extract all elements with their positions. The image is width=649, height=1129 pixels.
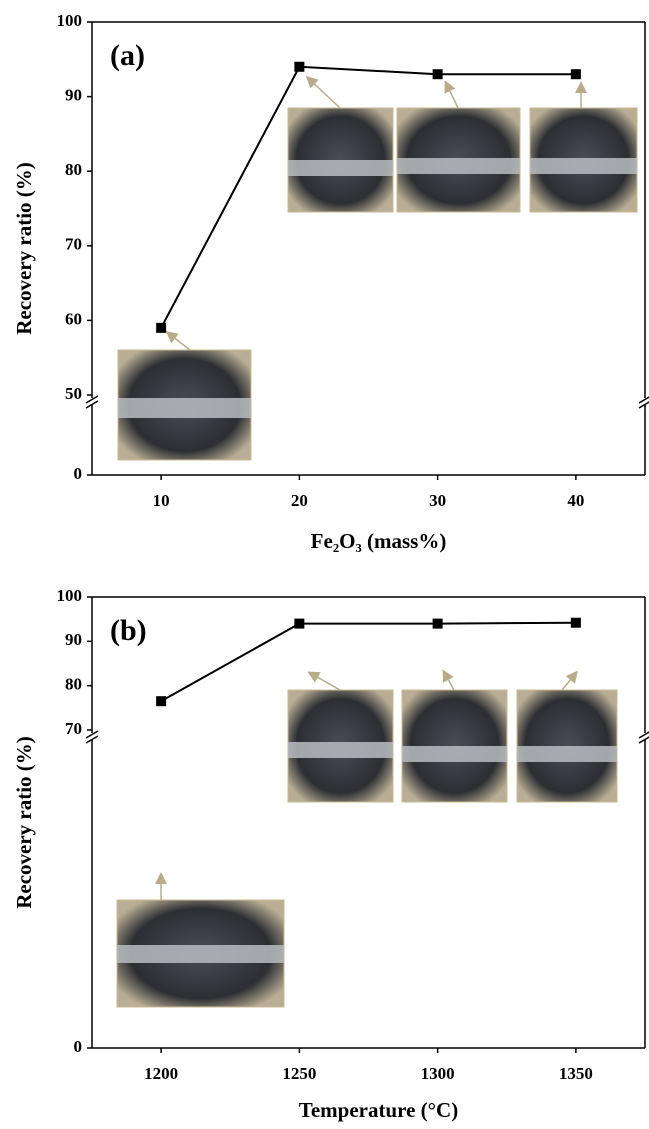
axis-break (638, 731, 649, 744)
marker (156, 696, 167, 707)
x-tick-label: 40 (567, 491, 584, 510)
y-tick-label: 100 (57, 586, 83, 605)
x-axis-label: Temperature (°C) (299, 1098, 458, 1122)
marker (570, 617, 581, 628)
y-tick-label: 0 (74, 464, 83, 483)
y-tick-label: 80 (65, 675, 82, 694)
x-axis-label: Fe₂O₃ (mass%) (311, 529, 447, 553)
ruler (288, 742, 393, 758)
x-tick-label: 1350 (559, 1064, 593, 1083)
marker (432, 69, 443, 80)
arrow (561, 670, 578, 691)
ruler (517, 746, 617, 762)
marker (432, 618, 443, 629)
y-tick-label: 0 (74, 1037, 83, 1056)
arrow (444, 80, 459, 109)
x-tick-label: 1300 (421, 1064, 455, 1083)
ruler (117, 945, 284, 963)
axis-break (638, 396, 649, 409)
marker (156, 322, 167, 333)
marker (294, 618, 305, 629)
x-tick-label: 1250 (282, 1064, 316, 1083)
panel-title: (a) (110, 39, 145, 72)
y-tick-label: 100 (57, 11, 83, 30)
x-tick-label: 20 (291, 491, 308, 510)
arrow (442, 669, 455, 691)
photos (116, 75, 638, 1008)
y-tick-label: 60 (65, 309, 82, 328)
x-tick-label: 10 (153, 491, 170, 510)
y-tick-label: 50 (65, 384, 82, 403)
y-tick-label: 70 (65, 719, 82, 738)
line (160, 621, 576, 703)
arrow (165, 331, 191, 351)
y-tick-label: 80 (65, 160, 82, 179)
arrow (305, 75, 341, 109)
y-tick-label: 90 (65, 630, 82, 649)
ruler (118, 398, 251, 418)
ruler (402, 746, 507, 762)
marker (570, 69, 581, 80)
line (160, 65, 576, 329)
ruler (397, 158, 520, 174)
y-axis-label: Recovery ratio (%) (12, 736, 36, 909)
axis-break (85, 395, 99, 409)
x-tick-label: 30 (429, 491, 446, 510)
ruler (530, 158, 637, 174)
arrow (307, 671, 341, 691)
y-axis-label: Recovery ratio (%) (12, 162, 36, 335)
x-tick-label: 1200 (144, 1064, 178, 1083)
ruler (288, 160, 393, 176)
panel-title: (b) (110, 614, 147, 647)
marker (294, 61, 305, 72)
y-tick-label: 90 (65, 86, 82, 105)
y-tick-label: 70 (65, 235, 82, 254)
axis-break (85, 730, 99, 744)
